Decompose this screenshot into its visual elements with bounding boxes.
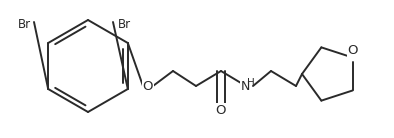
Text: N: N xyxy=(240,79,250,92)
Text: O: O xyxy=(348,44,358,57)
Text: H: H xyxy=(247,78,255,88)
Text: O: O xyxy=(216,104,226,116)
Text: O: O xyxy=(143,79,153,92)
Text: Br: Br xyxy=(118,18,131,31)
Text: Br: Br xyxy=(18,18,31,31)
